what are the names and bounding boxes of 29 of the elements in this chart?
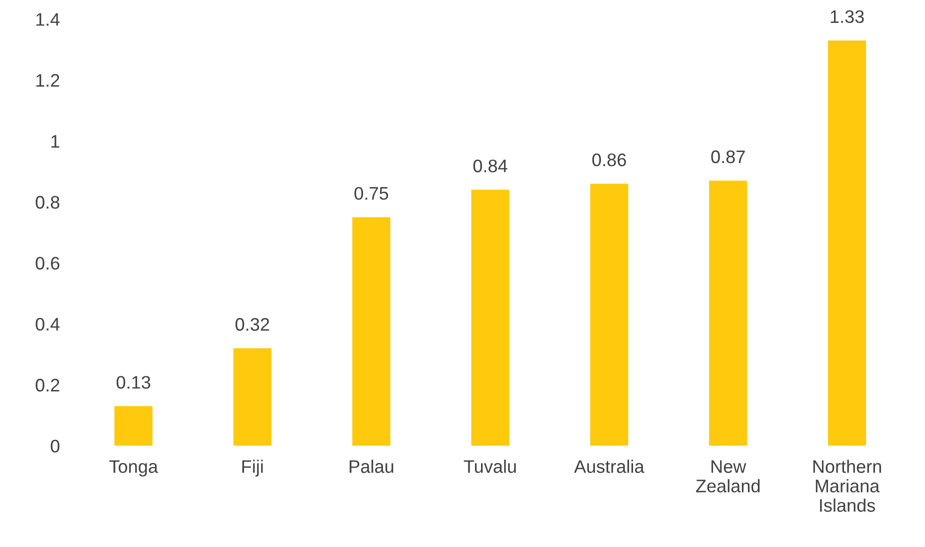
data-label: 1.33 [830,10,864,24]
data-label: 0.75 [354,186,388,200]
bar [352,217,390,446]
bar [114,406,152,446]
y-tick-label: 1.2 [36,74,60,87]
data-label: 0.32 [236,318,270,331]
y-tick-label: 1.4 [36,13,60,26]
x-tick-label: New Zealand [696,460,760,492]
bar [828,40,866,446]
bar [233,348,272,446]
bar [709,180,748,446]
x-tick-label: Tuvalu [464,460,516,473]
data-label: 0.86 [592,153,626,166]
data-label: 0.13 [116,376,150,389]
x-tick-label: Tonga [109,460,158,477]
x-tick-label: Palau [350,460,394,473]
y-tick-label: 0.2 [36,378,60,392]
bar [590,184,628,446]
y-tick-label: 0.4 [36,318,60,331]
y-tick-label: 0.6 [36,256,60,270]
x-tick-label: Northern Mariana Islands [813,460,881,512]
x-tick-label: Fiji [242,460,263,477]
y-tick-label: 1 [51,135,60,148]
data-label: 0.87 [711,150,745,164]
data-label: 0.84 [473,160,508,172]
y-tick-label: 0.8 [36,196,60,209]
bar [471,190,510,446]
y-tick-label: 0 [50,440,60,453]
x-tick-label: Australia [574,460,644,473]
